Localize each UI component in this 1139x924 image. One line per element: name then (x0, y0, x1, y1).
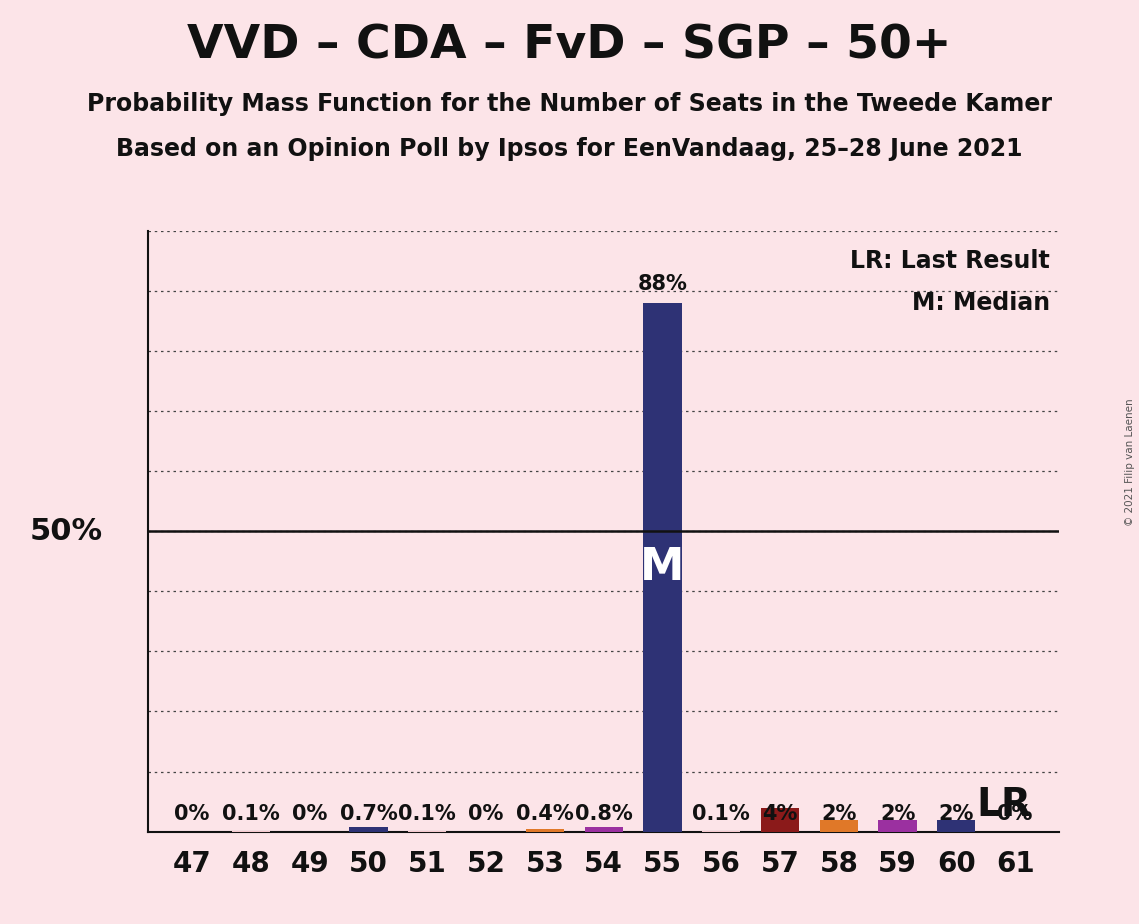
Text: LR: Last Result: LR: Last Result (851, 249, 1050, 273)
Text: © 2021 Filip van Laenen: © 2021 Filip van Laenen (1125, 398, 1134, 526)
Text: 4%: 4% (762, 805, 797, 824)
Text: 0%: 0% (174, 805, 210, 824)
Text: 0%: 0% (998, 805, 1033, 824)
Text: M: M (640, 546, 685, 589)
Bar (878, 820, 917, 832)
Text: VVD – CDA – FvD – SGP – 50+: VVD – CDA – FvD – SGP – 50+ (187, 23, 952, 68)
Text: Based on an Opinion Poll by Ipsos for EenVandaag, 25–28 June 2021: Based on an Opinion Poll by Ipsos for Ee… (116, 137, 1023, 161)
Text: 0.8%: 0.8% (575, 805, 632, 824)
Text: 0.4%: 0.4% (516, 805, 574, 824)
Text: 0.1%: 0.1% (399, 805, 457, 824)
Bar (761, 808, 800, 832)
Bar (820, 820, 858, 832)
Text: Probability Mass Function for the Number of Seats in the Tweede Kamer: Probability Mass Function for the Number… (87, 92, 1052, 116)
Text: 2%: 2% (880, 805, 916, 824)
Text: 0.1%: 0.1% (693, 805, 751, 824)
Text: 0.1%: 0.1% (222, 805, 280, 824)
Text: M: Median: M: Median (912, 291, 1050, 315)
Text: 2%: 2% (939, 805, 974, 824)
Text: LR: LR (977, 785, 1032, 823)
Text: 0.7%: 0.7% (339, 805, 398, 824)
Text: 50%: 50% (30, 517, 103, 546)
Bar (644, 303, 681, 832)
Bar (350, 827, 387, 832)
Text: 0%: 0% (468, 805, 503, 824)
Text: 0%: 0% (292, 805, 327, 824)
Text: 88%: 88% (638, 274, 688, 294)
Bar (584, 827, 623, 832)
Bar (526, 829, 564, 832)
Text: 2%: 2% (821, 805, 857, 824)
Bar (937, 820, 975, 832)
